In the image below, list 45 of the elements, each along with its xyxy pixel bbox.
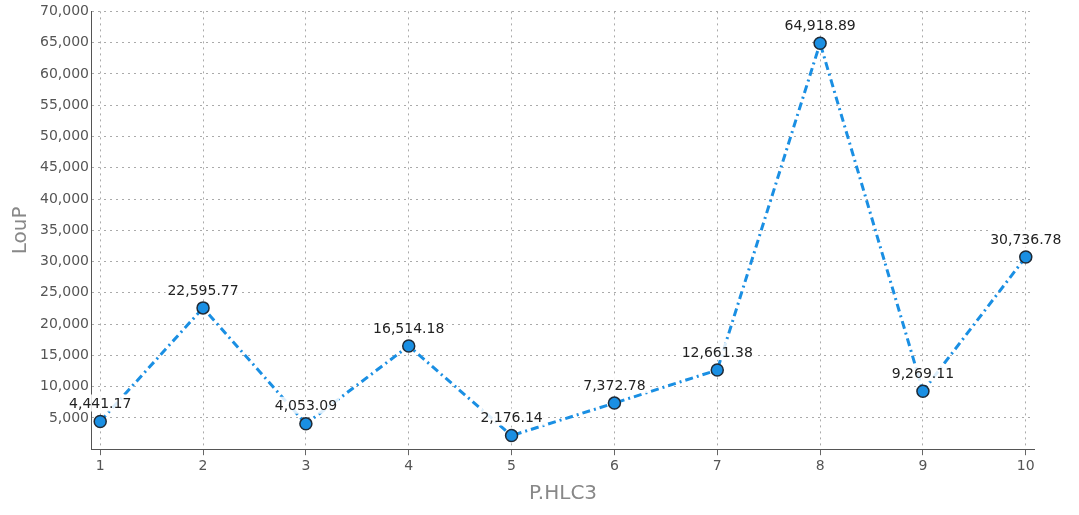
data-label: 64,918.89 — [784, 16, 856, 33]
y-tick-label: 20,000 — [39, 314, 89, 331]
y-tick-label: 65,000 — [39, 33, 89, 50]
y-tick-label: 50,000 — [39, 127, 89, 144]
y-tick-label: 70,000 — [39, 2, 89, 19]
data-label: 4,441.17 — [69, 395, 132, 412]
point — [299, 417, 313, 431]
y-tick-label: 40,000 — [39, 189, 89, 206]
x-tick-label: 2 — [198, 457, 208, 474]
data-label: 12,661.38 — [681, 343, 753, 360]
y-tick-label: 15,000 — [39, 346, 89, 363]
y-tick-label: 60,000 — [39, 64, 89, 81]
point — [196, 301, 210, 315]
x-tick-label: 9 — [918, 457, 928, 474]
point — [607, 396, 622, 410]
x-tick-label: 10 — [1016, 457, 1035, 474]
y-tick-label: 25,000 — [39, 283, 89, 300]
point — [93, 414, 107, 429]
x-tick-label: 8 — [815, 457, 825, 474]
x-axis-title: P.HLC3 — [528, 480, 598, 505]
y-tick-label: 55,000 — [39, 95, 89, 112]
x-tick-label: 7 — [712, 457, 722, 474]
y-tick-label: 30,000 — [39, 252, 89, 269]
y-axis-title: LouP — [7, 206, 32, 255]
x-tick-label: 6 — [609, 457, 619, 474]
data-label: 16,514.18 — [373, 319, 445, 336]
data-label: 9,269.11 — [891, 364, 955, 381]
point — [504, 428, 519, 443]
point — [813, 36, 827, 50]
data-label: 4,053.09 — [274, 397, 338, 414]
data-label: 30,736.78 — [990, 230, 1062, 247]
x-tick-label: 5 — [507, 457, 517, 474]
point — [916, 384, 930, 398]
x-tick-label: 1 — [95, 457, 105, 474]
y-tick-label: 45,000 — [39, 158, 89, 175]
point — [710, 363, 724, 377]
data-label: 2,176.14 — [480, 409, 543, 426]
data-label: 22,595.77 — [167, 281, 239, 298]
data-label: 7,372.78 — [583, 376, 646, 393]
point — [1019, 250, 1033, 264]
point — [401, 339, 416, 353]
y-tick-label: 10,000 — [39, 377, 89, 394]
x-tick-label: 4 — [404, 457, 414, 474]
x-tick-label: 3 — [301, 457, 311, 474]
y-tick-label: 35,000 — [39, 220, 89, 237]
